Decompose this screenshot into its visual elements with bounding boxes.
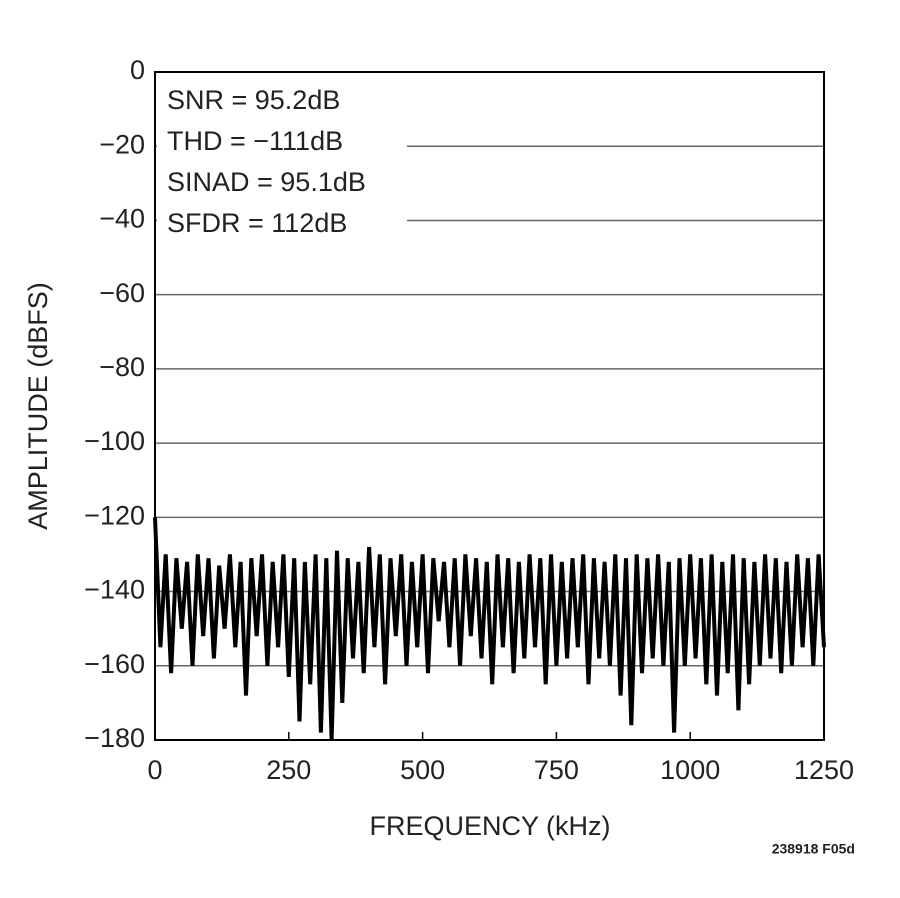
x-tick-label: 750 xyxy=(534,755,579,785)
annotation: SFDR = 112dB xyxy=(167,208,347,238)
x-tick-label: 250 xyxy=(266,755,311,785)
plot-frame xyxy=(154,71,825,741)
y-tick-label: −40 xyxy=(99,204,145,234)
y-axis-label: AMPLITUDE (dBFS) xyxy=(23,282,53,530)
annotation-box xyxy=(157,74,407,244)
y-tick-label: −140 xyxy=(84,575,145,605)
footnote: 238918 F05d xyxy=(772,841,855,857)
x-tick-label: 0 xyxy=(147,755,162,785)
annotation: SINAD = 95.1dB xyxy=(167,167,366,197)
y-tick-label: −60 xyxy=(99,278,145,308)
y-tick-label: −180 xyxy=(84,723,145,753)
x-tick-label: 1250 xyxy=(794,755,854,785)
y-tick-label: −80 xyxy=(99,352,145,382)
annotation: THD = −111dB xyxy=(167,126,343,156)
y-tick-label: −20 xyxy=(99,129,145,159)
annotation: SNR = 95.2dB xyxy=(167,85,340,115)
y-tick-label: −160 xyxy=(84,649,145,679)
spectrum-line xyxy=(153,517,826,741)
x-tick-label: 500 xyxy=(400,755,445,785)
y-tick-label: −120 xyxy=(84,500,145,530)
y-tick-label: 0 xyxy=(130,55,145,85)
y-tick-label: −100 xyxy=(84,426,145,456)
x-tick-label: 1000 xyxy=(660,755,720,785)
x-axis-label: FREQUENCY (kHz) xyxy=(369,811,610,841)
